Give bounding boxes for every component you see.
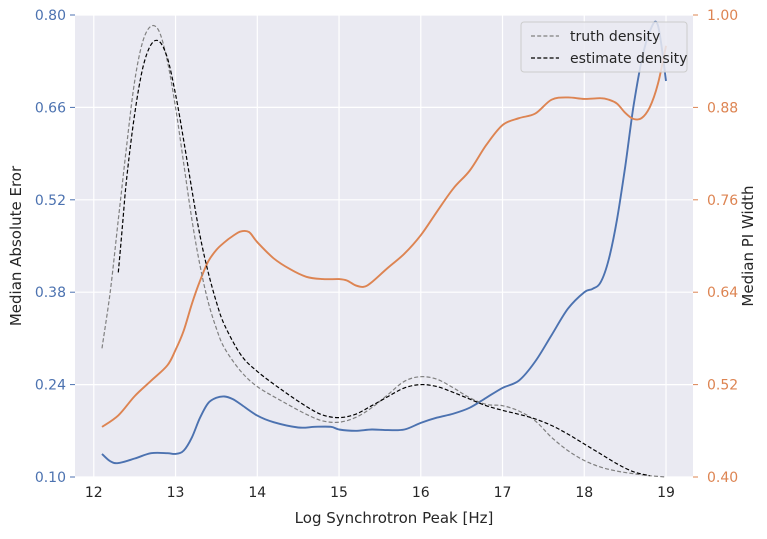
- legend-label: truth density: [570, 29, 660, 45]
- absolute-error-line: [101, 20, 667, 465]
- left-y-tick-label: 0.52: [35, 193, 66, 209]
- x-tick-label: 16: [412, 485, 430, 501]
- x-tick-label: 12: [85, 485, 103, 501]
- x-tick-label: 18: [575, 485, 593, 501]
- left-y-tick-label: 0.38: [35, 285, 66, 301]
- grid: [75, 14, 693, 478]
- right-y-tick-label: 0.76: [707, 193, 738, 209]
- x-tick-label: 17: [494, 485, 512, 501]
- left-y-tick-label: 0.80: [35, 8, 66, 24]
- x-tick-label: 13: [167, 485, 185, 501]
- left-y-tick-label: 0.66: [35, 100, 66, 116]
- right-y-tick-label: 0.64: [707, 285, 738, 301]
- plot-area: [75, 15, 693, 477]
- right-y-tick-label: 0.40: [707, 470, 738, 486]
- x-tick-label: 15: [330, 485, 348, 501]
- x-tick-label: 19: [657, 485, 675, 501]
- left-y-tick-label: 0.24: [35, 378, 66, 394]
- axes: 12 13 14 15 16 17 18 19 0.10 0.24 0.38 0.52 0.66 0.80…: [7, 8, 757, 527]
- legend-box: [520, 21, 688, 73]
- legend: truth density estimate density: [520, 21, 688, 73]
- estimate-density-line: [117, 39, 650, 477]
- right-y-tick-label: 1.00: [707, 8, 738, 24]
- pi-width-line: [101, 45, 667, 428]
- right-y-axis-label: Median PI Width: [739, 185, 757, 306]
- x-tick-label: 14: [248, 485, 266, 501]
- x-axis-label: Log Synchrotron Peak [Hz]: [295, 509, 494, 527]
- series-layer: [101, 20, 667, 478]
- right-y-tick-label: 0.88: [707, 100, 738, 116]
- legend-label: estimate density: [570, 51, 687, 67]
- left-y-tick-label: 0.10: [35, 470, 66, 486]
- left-y-axis-label: Median Absolute Eror: [7, 165, 25, 326]
- right-y-tick-label: 0.52: [707, 378, 738, 394]
